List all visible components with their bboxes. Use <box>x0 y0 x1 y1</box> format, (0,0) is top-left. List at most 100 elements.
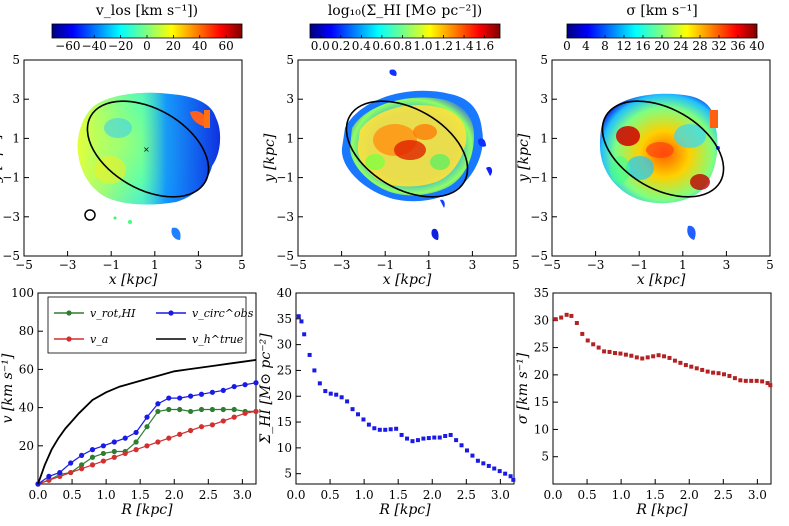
data-point <box>372 426 377 431</box>
data-point <box>662 354 667 359</box>
inclined-disc-ellipse <box>601 100 725 198</box>
map-x-tick-label: 1 <box>679 258 687 272</box>
velocity-field-map <box>77 92 221 240</box>
y-tick-label: 20 <box>277 389 292 403</box>
y-tick-label: 30 <box>534 313 549 327</box>
data-point <box>602 349 607 354</box>
map-y-tick-label: −1 <box>276 171 294 185</box>
data-point <box>328 391 333 396</box>
colorbar-tick-label: 12 <box>616 39 631 53</box>
x-tick-label: 0.5 <box>321 488 340 502</box>
colorbar-dispersion-title: σ [km s⁻¹] <box>626 3 697 19</box>
map-x-tick-label: 5 <box>238 258 246 272</box>
data-point <box>711 370 716 375</box>
data-point <box>399 432 404 437</box>
y-tick-label: 30 <box>277 338 292 352</box>
colorbar-tick-label: 0.0 <box>311 39 330 53</box>
inclined-disc-ellipse <box>86 100 210 198</box>
data-point <box>683 363 688 368</box>
data-point <box>144 424 150 430</box>
map-y-tick-label: −5 <box>276 249 294 263</box>
colorbar-tick-label: 8 <box>601 39 609 53</box>
x-tick-label: 3.0 <box>491 488 510 502</box>
data-point <box>634 355 639 360</box>
data-point <box>705 369 710 374</box>
map-x-tick-label: 5 <box>766 258 774 272</box>
map-y-tick-label: 1 <box>12 131 20 145</box>
x-axis-label: R [kpc] <box>635 502 688 518</box>
data-point <box>100 458 106 464</box>
x-tick-label: 0.0 <box>286 488 305 502</box>
data-point <box>155 408 161 415</box>
data-point <box>299 319 304 324</box>
data-point <box>503 471 508 476</box>
y-axis-label: σ [km s⁻¹] <box>515 352 531 424</box>
series-line <box>37 359 257 485</box>
x-tick-label: 2.0 <box>165 488 184 502</box>
x-axis-label: R [kpc] <box>378 502 431 518</box>
data-point <box>508 474 513 479</box>
data-point <box>296 314 301 319</box>
x-tick-label: 2.0 <box>680 488 699 502</box>
data-point <box>727 373 732 378</box>
legend-label: v_circ^obs <box>192 307 254 320</box>
data-point <box>405 436 410 441</box>
data-point <box>57 473 63 479</box>
data-point <box>46 473 52 479</box>
series-points <box>553 312 773 388</box>
y-axis-label: Σ_HI [M⊙ pc⁻²] <box>258 333 274 445</box>
map-x-axis-label: x [kpc] <box>383 272 432 288</box>
data-point <box>738 378 743 383</box>
colorbar-tick-label: −60 <box>55 39 80 53</box>
series-3 <box>37 359 257 485</box>
map-y-tick-label: 5 <box>12 53 20 67</box>
map-y-tick-label: −3 <box>276 210 294 224</box>
data-point <box>470 453 475 458</box>
colorbar-tick-label: 36 <box>730 39 745 53</box>
map-x-tick-label: −1 <box>376 258 394 272</box>
colorbar-tick-label: 60 <box>219 39 234 53</box>
data-point <box>100 443 106 449</box>
map-y-axis-label: y [kpc] <box>516 133 532 183</box>
legend-box <box>47 296 247 354</box>
map-y-tick-label: −5 <box>530 249 548 263</box>
data-point <box>253 380 259 386</box>
data-point <box>231 383 237 390</box>
data-point <box>421 436 426 441</box>
colorbar-tick-label: 0 <box>143 39 151 53</box>
colorbar-tick-label: 28 <box>692 39 707 53</box>
data-point <box>307 352 312 357</box>
map-x-tick-label: −1 <box>630 258 648 272</box>
data-point <box>242 382 248 388</box>
rotation-curve-chart: 0.0 0.5 1.0 1.5 2.0 2.5 3.0 20 40 60 80 100 R [kpc] v… <box>0 286 259 518</box>
map-y-tick-label: 3 <box>540 92 548 106</box>
colorbar-tick-label: 40 <box>749 39 764 53</box>
y-tick-label: 40 <box>277 286 292 300</box>
colorbar-tick-label: 1.4 <box>455 39 474 53</box>
data-point <box>111 448 117 455</box>
data-point <box>475 458 480 463</box>
data-point <box>721 372 726 377</box>
x-tick-label: 1.5 <box>646 488 665 502</box>
x-tick-label: 2.0 <box>423 488 442 502</box>
data-point <box>443 433 448 438</box>
data-point <box>383 427 388 432</box>
data-point <box>345 399 350 404</box>
x-tick-label: 1.5 <box>131 488 150 502</box>
map-x-tick-label: 5 <box>512 258 520 272</box>
data-point <box>89 462 96 468</box>
map-y-tick-label: 1 <box>286 131 294 145</box>
data-point <box>79 452 85 458</box>
data-point <box>607 349 612 354</box>
x-axis-label: R [kpc] <box>120 502 173 518</box>
colorbar-tick-label: −40 <box>82 39 107 53</box>
data-point <box>323 389 328 394</box>
x-tick-label: 2.5 <box>457 488 476 502</box>
map-frame <box>297 59 517 257</box>
beam-size-circle <box>84 209 96 221</box>
map-y-tick-label: −1 <box>530 171 548 185</box>
data-point <box>700 367 705 372</box>
plot-frame <box>295 292 515 485</box>
data-point <box>645 355 650 360</box>
